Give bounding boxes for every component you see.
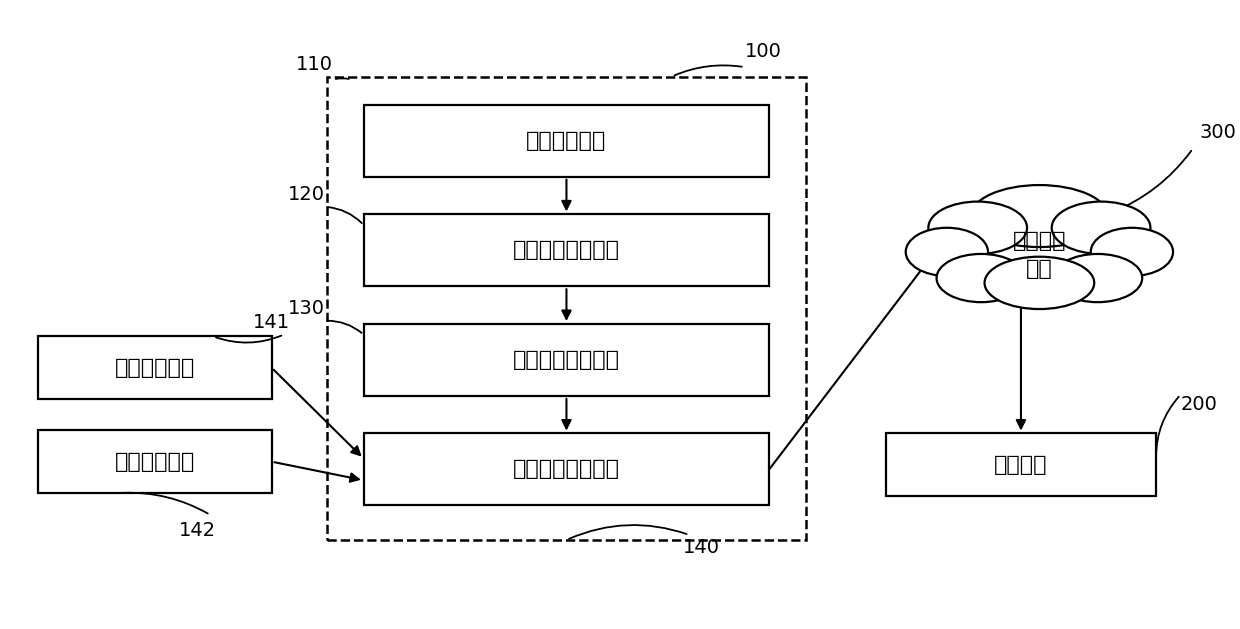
Bar: [363, 433, 769, 506]
Bar: [327, 77, 806, 540]
Ellipse shape: [929, 201, 1027, 254]
Ellipse shape: [1053, 254, 1142, 302]
Bar: [38, 337, 272, 399]
Text: 130: 130: [288, 299, 325, 318]
Text: 降噪信号输出模块: 降噪信号输出模块: [513, 460, 620, 479]
Ellipse shape: [985, 257, 1094, 309]
Text: 100: 100: [744, 42, 781, 61]
Bar: [363, 104, 769, 177]
Text: 蓝牙通信
模块: 蓝牙通信 模块: [1013, 231, 1066, 279]
Text: 141: 141: [253, 313, 290, 331]
Text: 300: 300: [1199, 123, 1236, 142]
Bar: [885, 433, 1156, 496]
Text: 音频采集模块: 音频采集模块: [526, 131, 606, 151]
Ellipse shape: [1091, 228, 1173, 276]
Text: 120: 120: [288, 185, 325, 204]
Text: 音响匹配模块: 音响匹配模块: [115, 358, 195, 378]
Text: 142: 142: [180, 521, 217, 540]
Text: 降噪信号生成模块: 降噪信号生成模块: [513, 350, 620, 370]
Text: 音响选择模块: 音响选择模块: [115, 452, 195, 472]
Ellipse shape: [971, 185, 1107, 247]
Text: 音频分析处理模块: 音频分析处理模块: [513, 240, 620, 260]
Text: 140: 140: [683, 538, 720, 557]
Ellipse shape: [905, 228, 988, 276]
Text: 110: 110: [296, 55, 334, 74]
Ellipse shape: [1052, 201, 1151, 254]
Text: 200: 200: [1180, 394, 1218, 413]
Text: 车载音响: 车载音响: [994, 455, 1048, 475]
Bar: [363, 214, 769, 286]
Bar: [363, 324, 769, 396]
Bar: [38, 430, 272, 493]
Ellipse shape: [936, 254, 1025, 302]
